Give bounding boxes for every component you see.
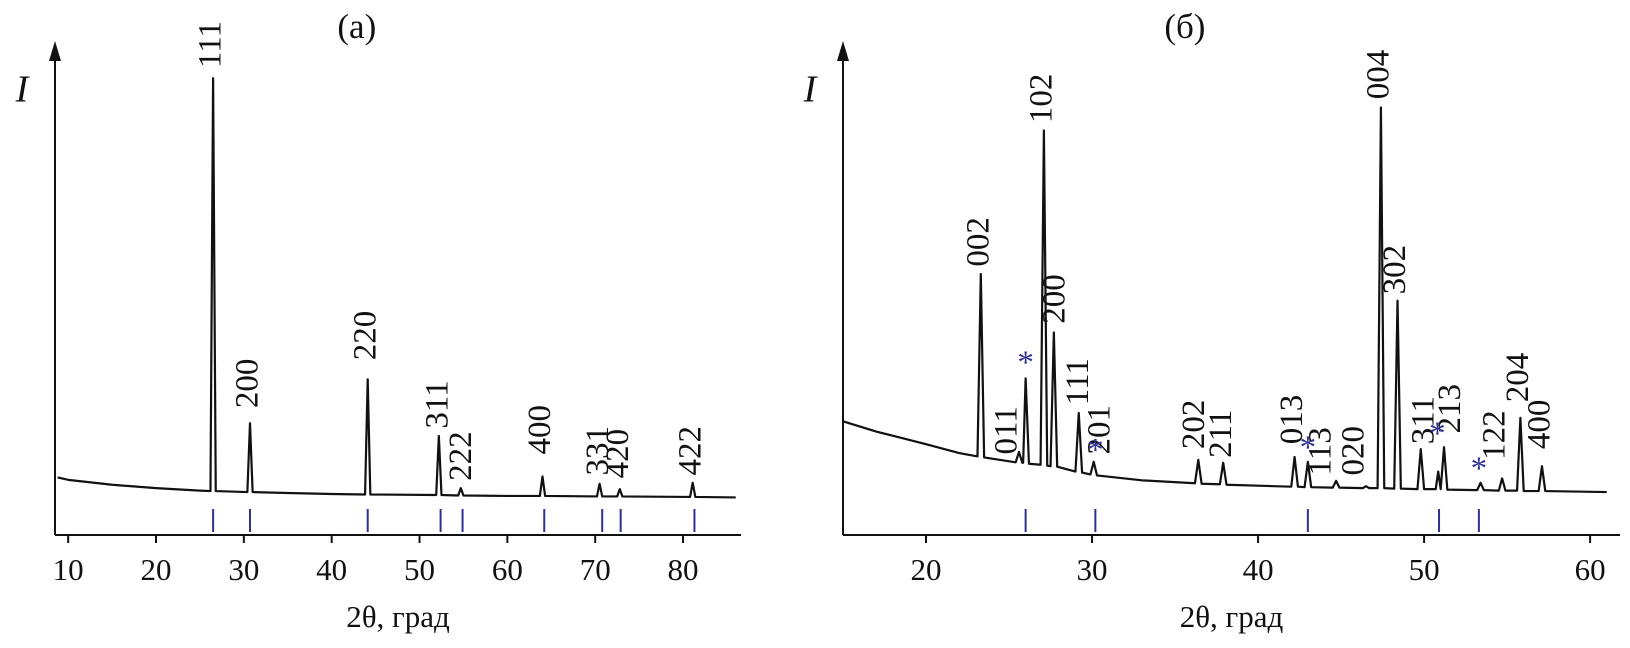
peak-label: 122 [1477, 410, 1513, 460]
y-axis-label: I [803, 69, 819, 111]
peak-label: 002 [960, 217, 996, 267]
peak-label: 004 [1361, 50, 1397, 100]
peak-label: 420 [600, 429, 636, 479]
peak-label: 331 [580, 426, 616, 476]
peak-label: 111 [1060, 358, 1096, 405]
peak-label: 302 [1377, 245, 1413, 295]
peak-label: 200 [1037, 274, 1073, 324]
chart-title: (a) [337, 7, 376, 46]
x-tick-label: 30 [228, 552, 259, 587]
peak-label: 311 [1405, 396, 1441, 444]
xrd-pattern [57, 77, 736, 499]
x-tick-label: 70 [580, 552, 611, 587]
peak-label: 113 [1302, 427, 1338, 475]
peak-label: 400 [522, 405, 558, 455]
peak-label: 204 [1500, 353, 1536, 403]
x-tick-label: 20 [141, 552, 172, 587]
x-tick-label: 60 [492, 552, 523, 587]
peak-label: 311 [419, 380, 455, 428]
y-axis-label: I [15, 69, 31, 111]
impurity-marker: * [1429, 416, 1446, 452]
x-tick-label: 10 [53, 552, 84, 587]
peak-label: 213 [1432, 384, 1468, 434]
x-axis-label: 2θ, град [1180, 599, 1284, 634]
x-tick-label: 50 [1409, 552, 1440, 587]
peak-label: 102 [1023, 74, 1059, 124]
x-tick-label: 40 [316, 552, 347, 587]
peak-label: 211 [1203, 410, 1239, 458]
impurity-marker: * [1471, 451, 1488, 487]
y-axis-arrow [837, 41, 849, 61]
x-tick-label: 40 [1243, 552, 1274, 587]
x-tick-label: 80 [668, 552, 699, 587]
x-tick-label: 20 [911, 552, 942, 587]
peak-label: 422 [672, 426, 708, 476]
peak-label: 013 [1274, 395, 1310, 445]
x-tick-label: 30 [1077, 552, 1108, 587]
xrd-pattern [842, 106, 1607, 494]
peak-label: 220 [347, 311, 383, 361]
peak-label: 200 [230, 359, 266, 409]
impurity-marker: * [1300, 430, 1317, 466]
peak-label: 201 [1082, 405, 1118, 455]
impurity-marker: * [1017, 345, 1034, 381]
peak-label: 020 [1336, 426, 1372, 476]
peak-label: 011 [989, 406, 1025, 454]
peak-label: 222 [443, 431, 479, 480]
impurity-marker: * [1087, 433, 1104, 469]
y-axis-arrow [49, 41, 61, 61]
peak-label: 400 [1522, 400, 1558, 450]
chart-title: (б) [1164, 7, 1205, 46]
peak-label: 111 [193, 21, 229, 68]
peak-label: 202 [1176, 400, 1212, 450]
x-tick-label: 50 [404, 552, 435, 587]
x-axis-label: 2θ, град [346, 599, 450, 634]
x-tick-label: 60 [1575, 552, 1606, 587]
